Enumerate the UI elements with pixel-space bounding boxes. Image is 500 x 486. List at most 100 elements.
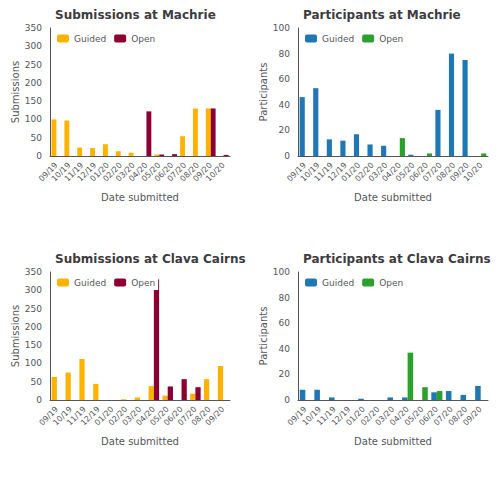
svg-text:10/20: 10/20 [462,161,485,184]
svg-text:Open: Open [131,278,155,288]
svg-text:09/20: 09/20 [461,405,484,428]
svg-text:10/20: 10/20 [204,161,227,184]
svg-text:0: 0 [36,395,42,405]
svg-text:20: 20 [279,369,291,379]
svg-text:150: 150 [25,96,42,106]
svg-text:350: 350 [25,267,42,277]
svg-text:10/19: 10/19 [49,160,73,184]
svg-text:07/20: 07/20 [421,160,444,184]
svg-text:09/19: 09/19 [285,160,308,184]
svg-text:08/20: 08/20 [178,160,201,184]
svg-text:250: 250 [25,304,42,314]
svg-text:11/19: 11/19 [65,404,88,428]
svg-text:20: 20 [279,125,291,135]
svg-text:02/20: 02/20 [101,160,124,184]
svg-text:40: 40 [279,100,291,110]
svg-text:300: 300 [25,285,42,295]
svg-text:06/20: 06/20 [162,404,185,428]
svg-text:Submissions: Submissions [10,305,21,367]
svg-text:Date submitted: Date submitted [354,436,432,447]
svg-text:04/20: 04/20 [127,160,150,184]
svg-text:03/20: 03/20 [373,404,397,428]
svg-text:04/20: 04/20 [380,160,403,184]
svg-text:03/20: 03/20 [114,160,137,184]
svg-text:07/20: 07/20 [175,404,199,428]
svg-text:01/20: 01/20 [92,404,116,428]
svg-text:Guided: Guided [74,34,106,44]
svg-text:Participants: Participants [258,63,269,122]
svg-text:50: 50 [31,133,43,143]
svg-text:10/19: 10/19 [51,404,74,428]
svg-text:03/20: 03/20 [366,160,390,184]
svg-text:200: 200 [25,322,42,332]
svg-text:0: 0 [284,395,290,405]
svg-text:02/20: 02/20 [353,160,376,184]
svg-text:Guided: Guided [74,278,106,288]
svg-text:40: 40 [279,344,291,354]
svg-text:05/20: 05/20 [393,160,417,184]
svg-text:Open: Open [131,34,155,44]
svg-text:300: 300 [25,41,42,51]
svg-text:200: 200 [25,78,42,88]
svg-text:Date submitted: Date submitted [101,192,179,203]
svg-text:08/20: 08/20 [434,160,458,184]
svg-text:100: 100 [25,114,42,124]
svg-text:50: 50 [31,377,43,387]
svg-text:Submissions at Clava Cairns: Submissions at Clava Cairns [55,252,246,266]
svg-text:10/19: 10/19 [298,160,322,184]
svg-text:02/20: 02/20 [106,404,130,428]
svg-text:80: 80 [279,49,291,59]
svg-text:09/20: 09/20 [191,160,214,184]
svg-text:07/20: 07/20 [165,160,189,184]
svg-text:11/19: 11/19 [315,404,338,428]
svg-text:09/20: 09/20 [204,405,227,428]
svg-text:12/19: 12/19 [326,160,349,184]
svg-text:01/20: 01/20 [339,160,363,184]
svg-text:100: 100 [273,267,290,277]
svg-text:10/19: 10/19 [300,404,324,428]
svg-text:0: 0 [36,151,42,161]
svg-text:Submissions: Submissions [10,61,21,123]
svg-text:08/20: 08/20 [446,404,470,428]
svg-text:06/20: 06/20 [407,160,431,184]
svg-text:80: 80 [279,293,291,303]
svg-text:Date submitted: Date submitted [101,436,179,447]
svg-text:08/20: 08/20 [189,404,213,428]
svg-text:Participants at Machrie: Participants at Machrie [303,8,461,22]
svg-text:Participants: Participants [258,307,269,366]
svg-text:60: 60 [279,318,291,328]
svg-text:09/19: 09/19 [37,160,60,184]
svg-text:01/20: 01/20 [344,404,367,428]
svg-text:Participants at Clava Cairns: Participants at Clava Cairns [303,252,491,266]
svg-text:Submissions at Machrie: Submissions at Machrie [55,8,216,22]
svg-text:02/20: 02/20 [358,404,382,428]
svg-text:250: 250 [25,60,42,70]
svg-text:60: 60 [279,74,291,84]
svg-text:100: 100 [25,358,42,368]
svg-text:09/19: 09/19 [37,404,61,428]
svg-text:Date submitted: Date submitted [354,192,432,203]
svg-text:12/19: 12/19 [75,160,99,184]
svg-text:100: 100 [273,23,290,33]
svg-text:09/20: 09/20 [448,160,471,184]
svg-text:05/20: 05/20 [139,160,163,184]
svg-text:Open: Open [379,278,403,288]
svg-text:Guided: Guided [322,278,354,288]
svg-text:03/20: 03/20 [120,404,144,428]
svg-text:06/20: 06/20 [152,160,176,184]
svg-text:350: 350 [25,23,42,33]
svg-text:11/19: 11/19 [62,160,86,184]
svg-text:12/19: 12/19 [79,404,102,428]
svg-text:09/19: 09/19 [285,404,309,428]
svg-text:04/20: 04/20 [134,404,157,428]
svg-text:150: 150 [25,340,42,350]
svg-text:Guided: Guided [322,34,354,44]
svg-text:05/20: 05/20 [402,404,426,428]
svg-text:12/19: 12/19 [329,404,353,428]
svg-text:0: 0 [284,151,290,161]
svg-text:01/20: 01/20 [88,160,111,184]
svg-text:Open: Open [379,34,403,44]
svg-text:05/20: 05/20 [148,404,171,428]
svg-text:11/19: 11/19 [312,160,336,184]
svg-text:04/20: 04/20 [388,404,411,428]
